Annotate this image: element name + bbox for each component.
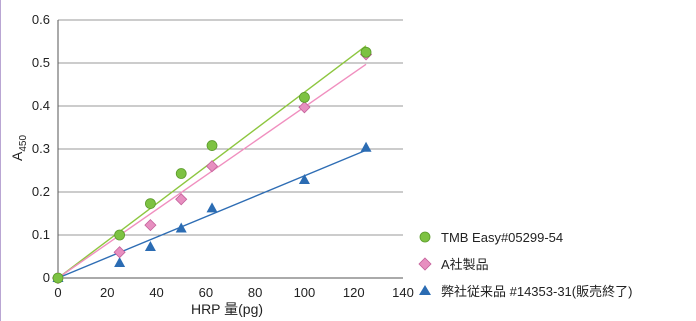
legend-marker-triangle-icon bbox=[419, 285, 431, 295]
x-tick-label: 0 bbox=[54, 285, 61, 300]
y-axis-title: A450 bbox=[9, 135, 29, 161]
data-point-series-0 bbox=[114, 229, 126, 241]
x-tick-label: 120 bbox=[343, 285, 365, 300]
y-tick-label: 0 bbox=[43, 270, 50, 285]
data-point-series-1 bbox=[175, 193, 188, 206]
data-point-series-0 bbox=[145, 198, 156, 210]
data-point-series-1 bbox=[205, 160, 219, 173]
legend-item-legacy-product: 弊社従来品 #14353-31(販売終了) bbox=[419, 284, 632, 299]
legend-marker-circle-icon bbox=[419, 231, 431, 243]
data-point-series-2 bbox=[206, 202, 218, 213]
legend-item-company-a: A社製品 bbox=[418, 257, 489, 272]
y-tick-label: 0.1 bbox=[32, 227, 50, 242]
legend-item-tmb-easy: TMB Easy#05299-54 bbox=[419, 230, 563, 245]
y-tick-label: 0.5 bbox=[32, 55, 50, 70]
data-point-series-1 bbox=[298, 101, 311, 114]
x-axis-title: HRP 量(pg) bbox=[191, 301, 263, 317]
data-point-series-1 bbox=[144, 219, 157, 232]
x-tick-labels: 0 20 40 60 80 100 120 140 bbox=[54, 285, 413, 300]
data-points bbox=[51, 46, 373, 285]
y-tick-labels: 0 0.1 0.2 0.3 0.4 0.5 0.6 bbox=[32, 12, 50, 285]
axes bbox=[57, 20, 403, 279]
y-tick-label: 0.2 bbox=[32, 184, 50, 199]
data-point-series-2 bbox=[175, 222, 187, 233]
data-point-series-0 bbox=[206, 140, 218, 151]
legend-label-legacy-product: 弊社従来品 #14353-31(販売終了) bbox=[441, 284, 632, 299]
data-point-series-2 bbox=[114, 256, 126, 267]
y-tick-label: 0.4 bbox=[32, 98, 50, 113]
data-point-series-2 bbox=[144, 241, 156, 252]
x-tick-label: 140 bbox=[392, 285, 414, 300]
y-axis-title-main: A bbox=[9, 151, 25, 161]
data-point-series-2 bbox=[360, 141, 372, 152]
x-tick-label: 80 bbox=[248, 285, 262, 300]
data-point-series-2 bbox=[298, 173, 310, 184]
y-tick-label: 0.3 bbox=[32, 141, 50, 156]
x-tick-label: 60 bbox=[199, 285, 213, 300]
data-point-series-0 bbox=[175, 168, 187, 179]
legend: TMB Easy#05299-54 A社製品 弊社従来品 #14353-31(販… bbox=[418, 230, 632, 299]
y-axis-title-subscript: 450 bbox=[18, 135, 29, 152]
data-point-series-0 bbox=[360, 46, 372, 58]
x-tick-label: 40 bbox=[149, 285, 163, 300]
legend-marker-diamond-icon bbox=[418, 257, 432, 271]
data-point-series-0 bbox=[299, 92, 310, 103]
data-point-series-0 bbox=[52, 272, 64, 284]
trend-line-series-2 bbox=[57, 149, 367, 279]
y-tick-label: 0.6 bbox=[32, 12, 50, 27]
legend-label-tmb-easy: TMB Easy#05299-54 bbox=[441, 230, 563, 245]
x-tick-label: 100 bbox=[294, 285, 316, 300]
legend-label-company-a: A社製品 bbox=[441, 257, 489, 272]
data-point-series-1 bbox=[113, 246, 126, 259]
x-tick-label: 20 bbox=[100, 285, 114, 300]
grid-lines bbox=[58, 19, 403, 236]
